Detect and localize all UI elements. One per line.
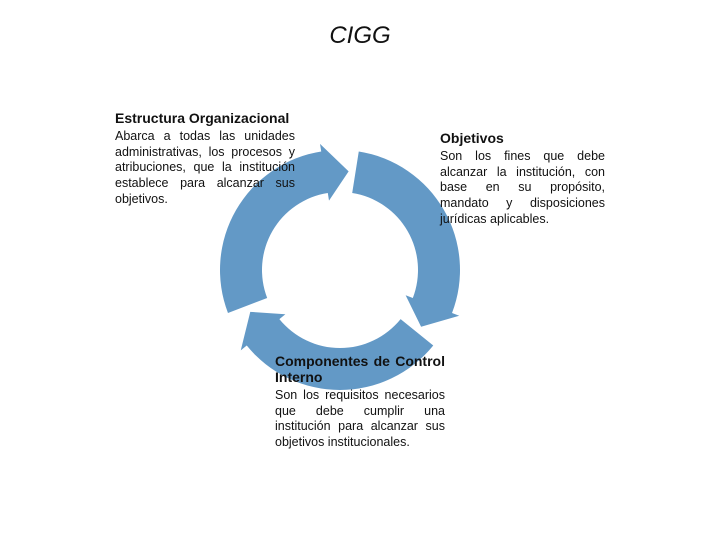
block-componentes-body: Son los requisitos necesarios que debe c… xyxy=(275,388,445,451)
block-objetivos-body: Son los fines que debe alcanzar la insti… xyxy=(440,149,605,227)
block-estructura: Estructura Organizacional Abarca a todas… xyxy=(115,110,295,207)
block-estructura-body: Abarca a todas las unidades administrati… xyxy=(115,129,295,207)
block-componentes-heading: Componentes de Control Interno xyxy=(275,353,445,385)
block-estructura-heading: Estructura Organizacional xyxy=(115,110,295,126)
block-componentes: Componentes de Control Interno Son los r… xyxy=(275,353,445,451)
block-objetivos-heading: Objetivos xyxy=(440,130,605,146)
page-title: CIGG xyxy=(0,22,720,50)
block-objetivos: Objetivos Son los fines que debe alcanza… xyxy=(440,130,605,227)
